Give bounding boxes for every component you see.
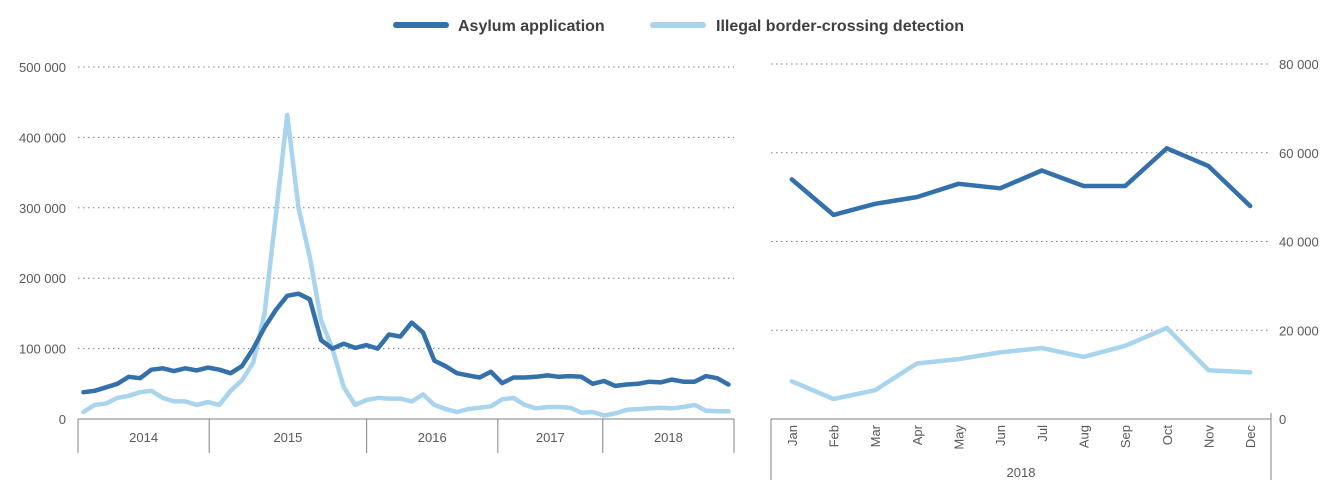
right-chart-monthly-2018: 0 20 000 40 000 60 000 80 000 Jan Feb Mar Apr May…	[770, 57, 1319, 480]
legend-label-border-crossing: Illegal border-crossing detection	[716, 18, 964, 35]
left-x-group-label: 2017	[536, 430, 565, 445]
left-x-group-label: 2018	[654, 430, 683, 445]
right-x-axis-label: 2018	[1007, 465, 1036, 480]
right-x-tick-label: Oct	[1160, 425, 1175, 446]
right-y-tick-label: 20 000	[1279, 323, 1319, 338]
right-x-tick-label: May	[952, 425, 967, 450]
left-series-line-illegal-border-crossing-detection	[81, 112, 731, 418]
right-x-tick-label: Apr	[910, 424, 925, 445]
left-y-tick-label: 0	[59, 412, 66, 427]
right-series-line-illegal-border-crossing-detection	[789, 325, 1253, 402]
right-y-tick-label: 0	[1279, 412, 1286, 427]
right-x-tick-label: Jan	[785, 425, 800, 446]
left-chart-monthly-2014-2018: 0 100 000 200 000 300 000 400 000 500 000 2014…	[19, 60, 735, 453]
right-x-tick-label: Feb	[827, 425, 842, 447]
left-y-tick-label: 500 000	[19, 60, 66, 75]
left-y-tick-label: 200 000	[19, 271, 66, 286]
left-series-line-asylum-application	[81, 291, 731, 395]
right-y-tick-label: 60 000	[1279, 146, 1319, 161]
right-series-line-asylum-application	[789, 146, 1253, 218]
right-x-tick-label: Dec	[1243, 425, 1258, 449]
right-x-tick-label: Jul	[1035, 425, 1050, 442]
left-y-tick-label: 100 000	[19, 342, 66, 357]
left-x-group-label: 2015	[273, 430, 302, 445]
legend-label-asylum: Asylum application	[458, 18, 605, 35]
right-x-tick-label: Nov	[1202, 425, 1217, 449]
left-x-group-label: 2016	[418, 430, 447, 445]
right-y-tick-label: 40 000	[1279, 235, 1319, 250]
right-x-tick-label: Jun	[993, 425, 1008, 446]
left-y-tick-label: 400 000	[19, 130, 66, 145]
chart-legend: Asylum application Illegal border-crossi…	[393, 18, 964, 35]
left-x-group-label: 2014	[129, 430, 158, 445]
left-y-tick-label: 300 000	[19, 201, 66, 216]
right-y-tick-label: 80 000	[1279, 57, 1319, 72]
right-x-tick-label: Mar	[868, 424, 883, 447]
right-x-tick-label: Sep	[1118, 425, 1133, 448]
right-x-tick-label: Aug	[1077, 425, 1092, 448]
